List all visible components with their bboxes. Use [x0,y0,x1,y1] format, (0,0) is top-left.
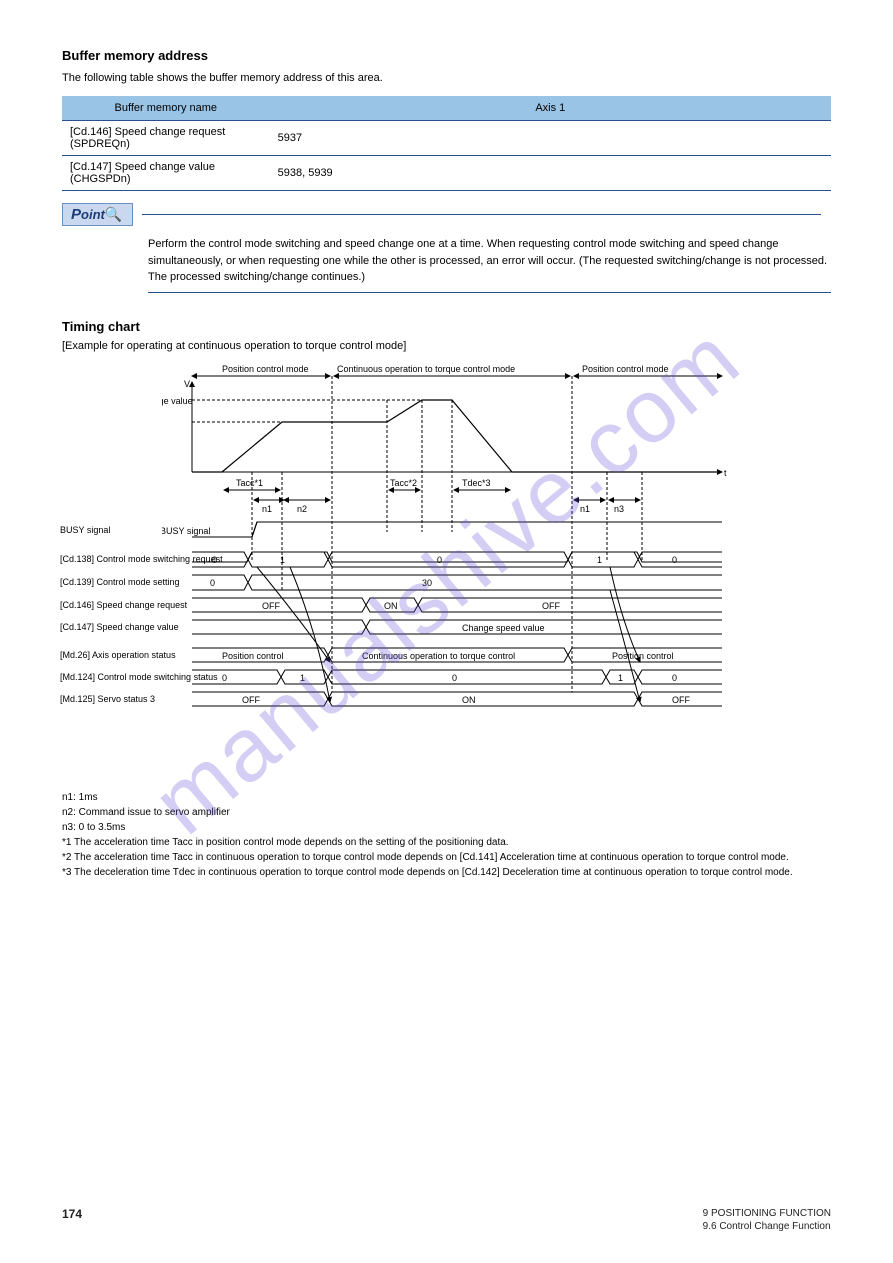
svg-text:1: 1 [597,555,602,565]
row-label-cd139: [Cd.139] Control mode setting [60,577,180,587]
point-callout: PPointoint🔍 Perform the control mode swi… [62,203,831,293]
section-heading: Buffer memory address [62,48,831,63]
row-label-md124: [Md.124] Control mode switching status [60,672,218,682]
note: n1: 1ms [62,790,831,805]
table-header-row: Buffer memory name Axis 1 [62,96,831,121]
svg-text:1: 1 [300,673,305,683]
note: *1 The acceleration time Tacc in positio… [62,835,831,850]
svg-text:30: 30 [422,578,432,588]
svg-text:ON: ON [384,601,398,611]
row-label-cd138: [Cd.138] Control mode switching request [60,554,223,564]
svg-text:Continuous operation to torque: Continuous operation to torque control [362,651,515,661]
svg-text:Position control: Position control [612,651,674,661]
svg-text:1: 1 [280,555,285,565]
svg-text:OFF: OFF [262,601,280,611]
t-axis-label: t [724,468,727,478]
table-cell: [Cd.146] Speed change request (SPDREQn) [62,121,270,156]
row-label-md26: [Md.26] Axis operation status [60,650,176,660]
table-cell: 5938, 5939 [270,156,831,191]
svg-text:OFF: OFF [672,695,690,705]
table-header-axis: Axis 1 [270,96,831,121]
table-cell: [Cd.147] Speed change value (CHGSPDn) [62,156,270,191]
n1b-label: n1 [580,504,590,514]
point-bottom-rule [148,292,831,293]
svg-text:0: 0 [672,673,677,683]
table-row: [Cd.147] Speed change value (CHGSPDn) 59… [62,156,831,191]
row-label-busy: BUSY signal [60,525,110,535]
n3-label: n3 [614,504,624,514]
table-cell: 5937 [270,121,831,156]
table-row: [Cd.146] Speed change request (SPDREQn) … [62,121,831,156]
note: *2 The acceleration time Tacc in continu… [62,850,831,865]
footer-line2: 9.6 Control Change Function [703,1221,831,1232]
n2-label: n2 [297,504,307,514]
svg-text:0: 0 [452,673,457,683]
seg-torque-label: Continuous operation to torque control m… [337,364,515,374]
signal-label-column: BUSY signal [Cd.138] Control mode switch… [60,362,255,782]
point-label: PPointoint🔍 [62,203,133,226]
buffer-memory-table: Buffer memory name Axis 1 [Cd.146] Speed… [62,96,831,191]
svg-text:1: 1 [618,673,623,683]
svg-text:Change speed value: Change speed value [462,623,545,633]
n1-label: n1 [262,504,272,514]
table-header-name: Buffer memory name [62,96,270,121]
chart-title: Timing chart [62,319,831,334]
row-label-md125: [Md.125] Servo status 3 [60,694,155,704]
point-body: Perform the control mode switching and s… [148,236,831,286]
chart-notes: n1: 1ms n2: Command issue to servo ampli… [62,790,831,880]
tacc2-label: Tacc*2 [390,478,417,488]
point-top-rule [142,214,821,215]
note: n2: Command issue to servo amplifier [62,805,831,820]
tdec-label: Tdec*3 [462,478,491,488]
page-footer: 174 9 POSITIONING FUNCTION 9.6 Control C… [62,1207,831,1233]
svg-text:0: 0 [437,555,442,565]
svg-text:0: 0 [672,555,677,565]
seg-pos2-label: Position control mode [582,364,669,374]
row-label-cd147: [Cd.147] Speed change value [60,622,179,632]
svg-text:OFF: OFF [542,601,560,611]
note: *3 The deceleration time Tdec in continu… [62,865,831,880]
page-number: 174 [62,1207,82,1221]
row-label-cd146: [Cd.146] Speed change request [60,600,187,610]
note: n3: 0 to 3.5ms [62,820,831,835]
svg-text:ON: ON [462,695,476,705]
chart-caption: [Example for operating at continuous ope… [62,340,831,352]
section-description: The following table shows the buffer mem… [62,71,831,86]
footer-line1: 9 POSITIONING FUNCTION [703,1208,831,1219]
